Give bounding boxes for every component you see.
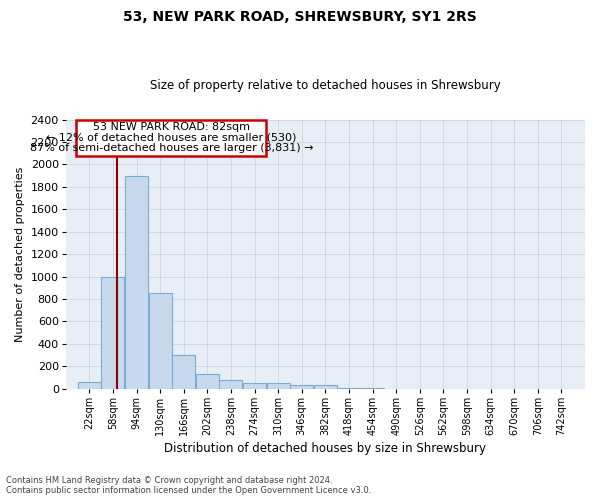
Bar (243, 382, 266, 388)
Bar (290, 385, 313, 388)
X-axis label: Distribution of detached houses by size in Shrewsbury: Distribution of detached houses by size … (164, 442, 487, 455)
Bar (314, 386, 337, 388)
Bar (101, 276, 124, 388)
Bar (78, 382, 101, 388)
Text: 53 NEW PARK ROAD: 82sqm: 53 NEW PARK ROAD: 82sqm (93, 122, 250, 132)
Bar (125, 176, 148, 388)
Bar (172, 355, 195, 388)
FancyBboxPatch shape (76, 120, 266, 156)
Text: 87% of semi-detached houses are larger (3,831) →: 87% of semi-detached houses are larger (… (29, 142, 313, 152)
Bar (196, 374, 219, 388)
Y-axis label: Number of detached properties: Number of detached properties (15, 166, 25, 342)
Bar (149, 294, 172, 388)
Bar (220, 380, 242, 388)
Text: 53, NEW PARK ROAD, SHREWSBURY, SY1 2RS: 53, NEW PARK ROAD, SHREWSBURY, SY1 2RS (123, 10, 477, 24)
Title: Size of property relative to detached houses in Shrewsbury: Size of property relative to detached ho… (150, 79, 501, 92)
Text: ← 12% of detached houses are smaller (530): ← 12% of detached houses are smaller (53… (46, 132, 296, 142)
Text: Contains HM Land Registry data © Crown copyright and database right 2024.
Contai: Contains HM Land Registry data © Crown c… (6, 476, 371, 495)
Bar (266, 382, 290, 388)
